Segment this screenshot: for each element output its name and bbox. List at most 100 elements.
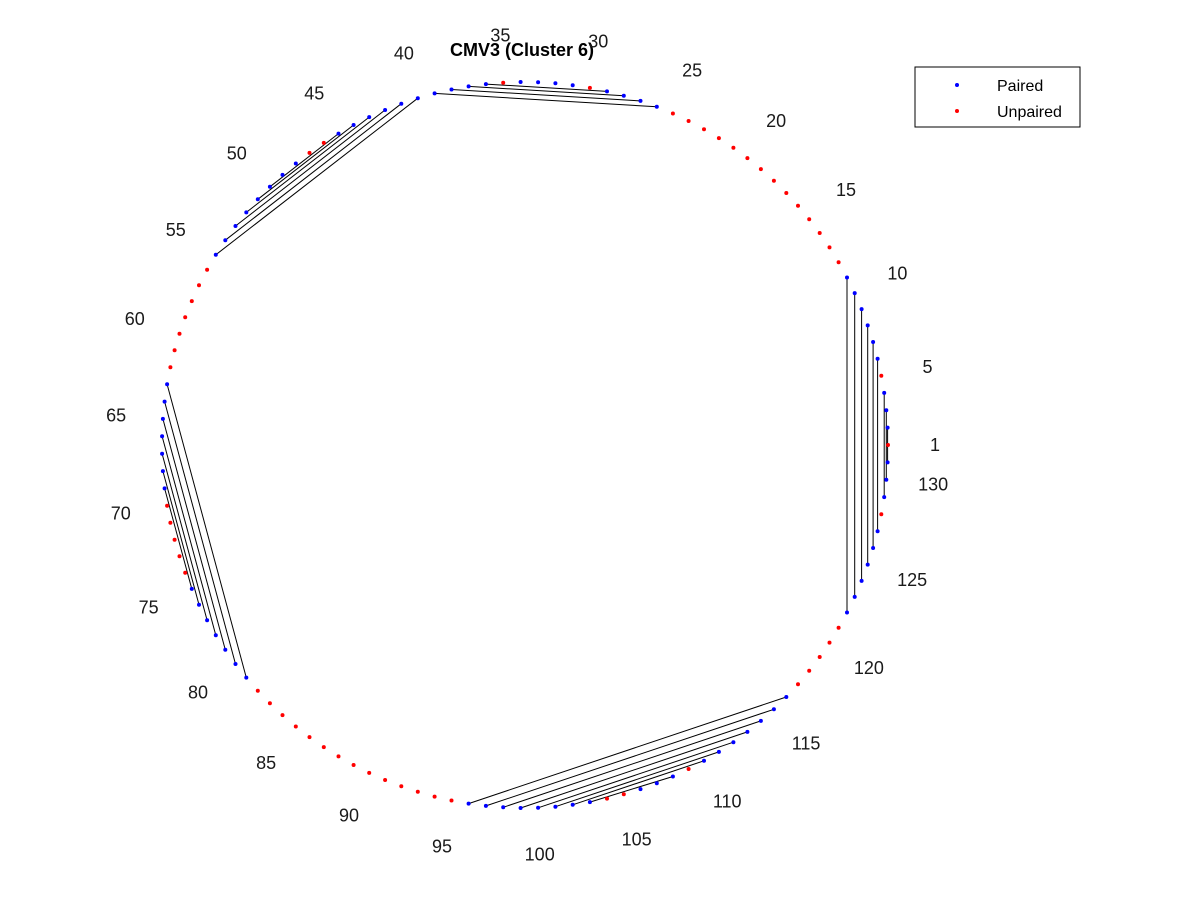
paired-point xyxy=(882,390,887,395)
paired-point xyxy=(160,434,165,439)
legend-paired-label: Paired xyxy=(997,78,1043,95)
paired-point xyxy=(884,408,889,413)
pair-line xyxy=(468,85,624,97)
legend-box xyxy=(914,66,1081,128)
paired-point xyxy=(244,210,249,215)
pair-lines xyxy=(161,83,889,809)
unpaired-point xyxy=(817,655,822,659)
unpaired-point xyxy=(605,796,609,801)
paired-point xyxy=(483,803,488,808)
paired-point xyxy=(784,695,789,699)
paired-point xyxy=(871,340,876,344)
tick-label: 70 xyxy=(111,504,131,524)
pair-line xyxy=(215,97,419,256)
paired-point xyxy=(367,115,372,120)
paired-point xyxy=(621,93,626,98)
tick-label: 50 xyxy=(227,143,247,163)
unpaired-point xyxy=(621,792,626,797)
unpaired-point xyxy=(293,724,298,729)
legend-paired-marker xyxy=(955,83,959,87)
paired-point xyxy=(882,495,887,500)
tick-label: 65 xyxy=(106,406,126,426)
paired-point xyxy=(483,82,488,87)
paired-point xyxy=(605,89,609,94)
unpaired-point xyxy=(731,145,736,150)
tick-label: 25 xyxy=(682,61,702,81)
paired-point xyxy=(165,382,170,387)
pair-line xyxy=(245,116,370,213)
tick-label: 75 xyxy=(139,598,159,618)
paired-point xyxy=(162,399,167,404)
tick-label: 10 xyxy=(887,264,907,284)
tick-label: 45 xyxy=(304,83,324,103)
paired-point xyxy=(871,546,876,550)
unpaired-point xyxy=(716,136,721,141)
unpaired-point xyxy=(879,373,884,378)
paired-point xyxy=(466,801,471,806)
paired-point xyxy=(570,83,575,88)
unpaired-point xyxy=(817,231,822,235)
pair-line xyxy=(166,384,247,678)
unpaired-point xyxy=(172,348,177,353)
unpaired-point xyxy=(432,794,437,799)
paired-point xyxy=(189,586,194,591)
legend: Paired Unpaired xyxy=(914,66,1081,128)
pair-line xyxy=(434,92,657,108)
paired-point xyxy=(638,98,643,103)
paired-point xyxy=(399,101,404,106)
unpaired-point xyxy=(280,713,285,718)
paired-point xyxy=(587,800,592,805)
paired-point xyxy=(233,224,238,228)
unpaired-point xyxy=(183,315,188,320)
paired-point xyxy=(875,356,880,361)
unpaired-point xyxy=(168,520,173,525)
nucleotide-points xyxy=(160,80,890,810)
unpaired-point xyxy=(189,299,194,304)
unpaired-point xyxy=(183,570,188,575)
paired-point xyxy=(501,805,506,810)
tick-label: 120 xyxy=(854,658,884,678)
tick-label: 100 xyxy=(525,845,555,865)
unpaired-point xyxy=(307,735,312,740)
paired-point xyxy=(570,802,575,807)
unpaired-point xyxy=(758,167,763,172)
unpaired-point xyxy=(836,625,841,630)
paired-point xyxy=(160,451,165,456)
unpaired-point xyxy=(879,512,884,517)
paired-point xyxy=(670,774,675,779)
paired-point xyxy=(875,529,880,534)
pair-line xyxy=(164,401,236,665)
unpaired-point xyxy=(886,443,890,447)
chart-title: CMV3 (Cluster 6) xyxy=(450,40,594,60)
paired-point xyxy=(213,252,218,257)
paired-point xyxy=(160,469,165,474)
tick-label: 125 xyxy=(897,570,927,590)
paired-point xyxy=(205,618,210,623)
paired-point xyxy=(884,477,889,482)
unpaired-point xyxy=(745,156,750,161)
paired-point xyxy=(197,602,201,607)
tick-label: 105 xyxy=(622,830,652,850)
paired-point xyxy=(162,486,167,491)
pair-line xyxy=(589,776,674,803)
unpaired-point xyxy=(168,365,173,370)
pair-line xyxy=(537,741,734,809)
legend-unpaired-marker xyxy=(955,109,959,113)
unpaired-point xyxy=(670,111,675,116)
paired-point xyxy=(518,806,523,810)
unpaired-point xyxy=(307,150,312,155)
unpaired-point xyxy=(165,503,170,508)
tick-label: 20 xyxy=(766,111,786,131)
unpaired-point xyxy=(449,798,454,803)
paired-point xyxy=(638,787,643,792)
pair-line xyxy=(235,109,386,227)
tick-label: 60 xyxy=(125,309,145,329)
paired-point xyxy=(518,80,523,84)
tick-label: 85 xyxy=(256,753,276,773)
paired-point xyxy=(654,104,659,109)
pair-line xyxy=(162,418,226,650)
paired-point xyxy=(716,749,721,754)
unpaired-point xyxy=(771,178,776,183)
